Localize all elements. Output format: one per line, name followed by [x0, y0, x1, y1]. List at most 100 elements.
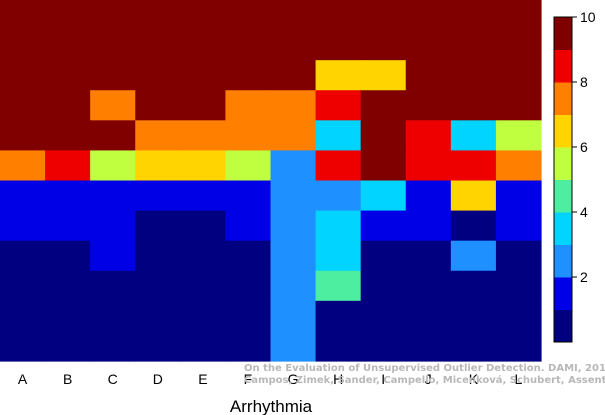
heatmap-cell [135, 0, 181, 31]
heatmap-cell [495, 270, 542, 302]
heatmap-cell [270, 60, 317, 91]
heatmap-cell [225, 150, 272, 182]
heatmap-cell [0, 30, 46, 61]
heatmap-cell [270, 150, 317, 182]
heatmap-cell [45, 0, 91, 31]
heatmap-cell [45, 60, 91, 91]
heatmap-cell [90, 150, 136, 182]
heatmap-cell [450, 300, 497, 332]
heatmap-cell [270, 30, 317, 61]
heatmap-cell [315, 150, 362, 182]
colorbar-segment [554, 147, 572, 180]
heatmap-cell [45, 210, 91, 242]
heatmap-cell [0, 120, 46, 152]
heatmap-cell [225, 120, 272, 152]
colorbar-segment [554, 82, 572, 115]
x-tick-label: B [63, 371, 72, 387]
heatmap-cell [450, 150, 497, 182]
heatmap-cell [45, 270, 91, 302]
heatmap-cell [270, 240, 317, 272]
heatmap-cell [450, 210, 497, 242]
heatmap-cell [495, 210, 542, 242]
colorbar-segment [554, 179, 572, 213]
heatmap-cell [360, 180, 407, 212]
heatmap-cell [180, 120, 227, 152]
heatmap-cell [360, 270, 407, 302]
heatmap-cell [180, 0, 227, 31]
heatmap-cell [450, 30, 497, 61]
heatmap-cell [405, 120, 452, 152]
heatmap-cell [225, 300, 272, 332]
heatmap-cell [315, 210, 362, 242]
heatmap-cell [0, 270, 46, 302]
heatmap-cell [135, 270, 181, 302]
heatmap-cell [360, 120, 407, 152]
heatmap-cell [315, 120, 362, 152]
x-tick-label: G [288, 371, 299, 387]
heatmap-cell [360, 300, 407, 332]
colorbar-segment [554, 244, 572, 278]
x-tick-label: K [469, 371, 479, 387]
heatmap-cell [270, 120, 317, 152]
heatmap-cell [405, 210, 452, 242]
heatmap-cell [450, 60, 497, 91]
heatmap-cell [0, 240, 46, 272]
heatmap-cell [315, 0, 362, 31]
heatmap-cell [315, 270, 362, 302]
heatmap-cell [135, 210, 181, 242]
heatmap-cell [405, 60, 452, 91]
x-tick-label: F [244, 371, 253, 387]
heatmap-cell [405, 270, 452, 302]
heatmap-cell [135, 180, 181, 212]
heatmap-cell [270, 0, 317, 31]
heatmap-cell [90, 210, 136, 242]
heatmap-cell [135, 240, 181, 272]
heatmap-cell [270, 330, 317, 362]
heatmap-cell [135, 60, 181, 91]
heatmap-cell [180, 30, 227, 61]
heatmap-cell [360, 0, 407, 31]
colorbar-tick-label: 6 [580, 139, 588, 155]
heatmap-cell [405, 180, 452, 212]
heatmap-cell [450, 120, 497, 152]
heatmap-cell [315, 30, 362, 61]
heatmap-cell [450, 0, 497, 31]
heatmap-cell [225, 90, 272, 121]
heatmap-cell [270, 180, 317, 212]
heatmap-cell [360, 30, 407, 61]
heatmap-cell [495, 180, 542, 212]
heatmap-cell [360, 90, 407, 121]
heatmap-cells [0, 0, 542, 362]
heatmap-cell [90, 60, 136, 91]
heatmap-cell [450, 330, 497, 362]
heatmap-cell [315, 330, 362, 362]
heatmap-cell [495, 0, 542, 31]
heatmap-cell [315, 60, 362, 91]
heatmap-cell [0, 180, 46, 212]
x-tick-label: I [381, 371, 385, 387]
x-tick-label: C [108, 371, 118, 387]
colorbar-tick-label: 10 [580, 9, 596, 25]
heatmap-cell [180, 150, 227, 182]
heatmap-cell [360, 330, 407, 362]
heatmap-cell [405, 240, 452, 272]
heatmap-cell [135, 150, 181, 182]
heatmap-cell [225, 180, 272, 212]
heatmap-cell [360, 210, 407, 242]
heatmap-cell [495, 120, 542, 152]
heatmap-cell [495, 90, 542, 121]
heatmap-cell [450, 270, 497, 302]
heatmap-cell [0, 90, 46, 121]
heatmap-cell [0, 0, 46, 31]
heatmap-cell [270, 270, 317, 302]
heatmap-cell [135, 120, 181, 152]
heatmap-cell [405, 300, 452, 332]
colorbar-tick-label: 8 [580, 74, 588, 90]
x-tick-labels: A B C D E F G H I J K L [18, 371, 523, 387]
heatmap-cell [90, 30, 136, 61]
heatmap-cell [180, 240, 227, 272]
heatmap-cell [495, 30, 542, 61]
heatmap-cell [405, 0, 452, 31]
colorbar-segment [554, 309, 572, 343]
heatmap-cell [495, 60, 542, 91]
